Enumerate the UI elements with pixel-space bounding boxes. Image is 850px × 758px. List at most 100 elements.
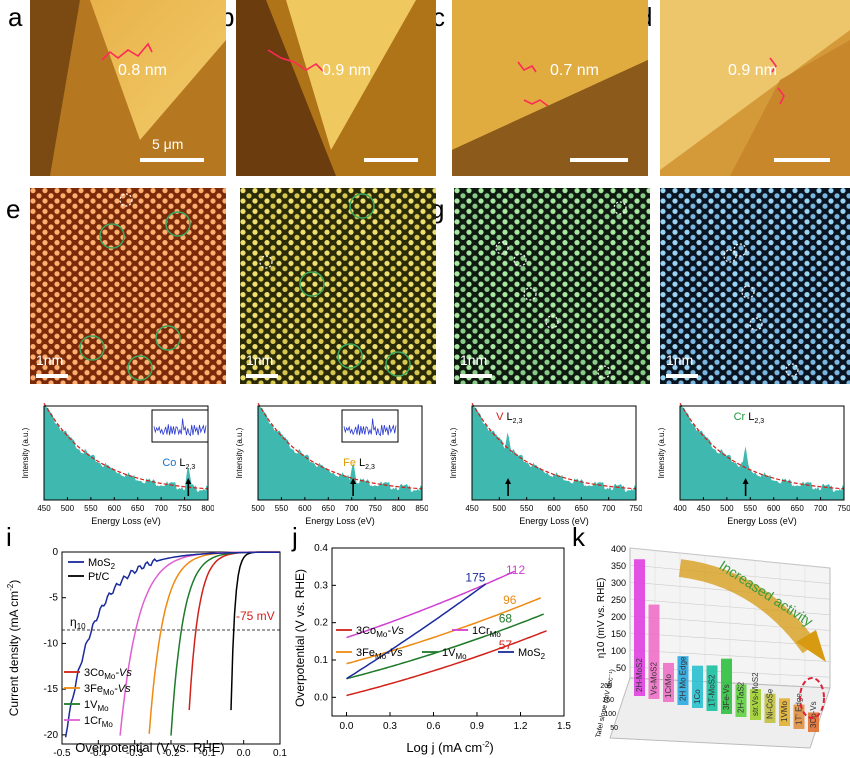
eels-xtick-g: 750 xyxy=(629,504,642,513)
plot-k-ztick: 200 xyxy=(600,683,612,690)
eels-spectrum-g: 450 500 550 600 650 700 750 V L2,3 Energy Loss (… xyxy=(436,398,643,539)
bar-12 xyxy=(808,712,819,732)
plot-j-legend: 1VMo xyxy=(442,647,467,661)
plot-i-xtick: 0.0 xyxy=(237,748,251,756)
plot-j-xtick: 1.2 xyxy=(514,721,528,732)
tafel-slope-label: 175 xyxy=(465,571,485,585)
afm-image-b: 0.9 nm xyxy=(236,0,436,176)
bar-label: Ni-CoSe xyxy=(766,688,775,719)
plot-j-ylabel: Overpotential (V vs. RHE) xyxy=(293,569,307,707)
bar-label: Vs-MoS2 xyxy=(650,662,659,695)
eels-xtick-e: 750 xyxy=(178,504,192,513)
afm-flake-d xyxy=(660,0,850,176)
lattice-f xyxy=(240,188,436,384)
bar-10 xyxy=(779,698,790,726)
plot-k-ytick: 250 xyxy=(611,595,626,605)
eels-ylabel-h: Intensity (a.u.) xyxy=(657,427,666,478)
plot-k-ytick: 300 xyxy=(611,578,626,588)
scalebar-a xyxy=(140,158,204,162)
eels-frame-f xyxy=(257,405,423,501)
eels-spectrum-f: 500 550 600 650 700 750 800 850 Fe L2,3 Energy Lo… xyxy=(222,398,429,539)
stem-image-h: 1nm xyxy=(660,188,850,384)
eels-xtick-e: 550 xyxy=(84,504,98,513)
polarization-plot: -0.5 -0.4 -0.3 -0.2 -0.1 0.0 0.1 0-5-10-15-20 … xyxy=(6,547,287,756)
plot-i-ylabel: Current density (mA cm-2) xyxy=(6,580,21,717)
scalebar-label-a: 5 μm xyxy=(152,136,184,152)
afm-image-a: 0.8 nm 5 μm xyxy=(30,0,226,176)
eels-xlabel-h: Energy Loss (eV) xyxy=(727,516,797,526)
eels-fill-h xyxy=(680,406,844,500)
plot-i-legend-bottom: 3FeMo-Vs xyxy=(84,683,131,697)
tafel-mos2 xyxy=(346,583,487,680)
plot-k-ytick: 150 xyxy=(611,629,626,639)
plot-i-legend-bottom: 1CrMo xyxy=(84,715,113,729)
bar-label: 3Co-Vs xyxy=(809,701,818,728)
plot-k-ytick: 200 xyxy=(611,612,626,622)
bar-label: 2H-MoS2 xyxy=(635,658,644,692)
eels-xtick-h: 450 xyxy=(697,504,711,513)
bar-label: 1Co xyxy=(693,689,702,704)
curve-mos2 xyxy=(64,551,280,738)
scalebar-d xyxy=(774,158,830,162)
overpotential-annotation: -75 mV xyxy=(236,609,275,623)
lattice-g xyxy=(454,188,650,384)
scalebar-f xyxy=(246,374,278,378)
eels-xtick-h: 500 xyxy=(720,504,734,513)
activity-arrow xyxy=(678,559,818,654)
bar-label: 1T-MoS2 xyxy=(708,674,717,707)
activity-3d-plot: 400 350 300 250 200 150 100 50 200 150 100 50 2H-Mo… xyxy=(595,544,831,749)
eels-xlabel-g: Energy Loss (eV) xyxy=(519,516,589,526)
plot-i-xtick: -0.5 xyxy=(53,748,71,756)
plot-j-legend: 1CrMo xyxy=(472,625,501,639)
eels-xtick-h: 550 xyxy=(744,504,758,513)
plot-i-ytick: -15 xyxy=(44,684,59,695)
eels-fit-f xyxy=(257,402,423,490)
eels-xtick-e: 500 xyxy=(61,504,75,513)
afm-height-c: 0.7 nm xyxy=(550,62,599,79)
eels-inset-f xyxy=(341,409,399,443)
eels-ylabel-f: Intensity (a.u.) xyxy=(235,427,244,478)
bar-label: 2H-TaS2 xyxy=(737,681,746,713)
eels-edge-label-g: V L2,3 xyxy=(496,411,522,425)
plot-j-xtick: 0.0 xyxy=(340,721,354,732)
afm-flake-a xyxy=(50,0,226,176)
eels-ylabel-e: Intensity (a.u.) xyxy=(21,427,30,478)
curve-1v xyxy=(170,551,280,736)
eels-xtick-f: 750 xyxy=(368,504,382,513)
eels-xtick-h: 600 xyxy=(767,504,781,513)
bar-label: 3Fe-Vs xyxy=(722,684,731,710)
eels-xtick-g: 600 xyxy=(547,504,561,513)
eels-edge-label-h: Cr L2,3 xyxy=(734,411,765,425)
eels-xlabel-f: Energy Loss (eV) xyxy=(305,516,375,526)
plot-k-ytick: 100 xyxy=(611,646,626,656)
plot-j-ytick: 0.4 xyxy=(314,543,328,554)
tafel-slope-label: 96 xyxy=(503,593,517,607)
panel-label-j: j xyxy=(292,522,298,552)
tafel-3fe-vs xyxy=(346,597,542,665)
afm-flake-b xyxy=(266,0,436,176)
eels-xtick-h: 700 xyxy=(814,504,828,513)
bar-2 xyxy=(663,662,674,702)
eels-xtick-f: 650 xyxy=(322,504,336,513)
plot-j-xtick: 0.3 xyxy=(383,721,397,732)
plot-j-xlabel: Log j (mA cm-2) xyxy=(406,740,493,755)
bar-label: 1T' Edge xyxy=(795,693,804,725)
plot-j-ytick: 0.0 xyxy=(314,692,328,703)
plot-i-xtick: -0.3 xyxy=(126,748,144,756)
eels-frame-e xyxy=(43,405,209,501)
eels-fit-g xyxy=(471,402,637,490)
scalebar-label-f: 1nm xyxy=(246,352,274,368)
plot-j-ytick: 0.3 xyxy=(314,580,328,591)
bar-5 xyxy=(706,665,718,711)
eels-xlabel-e: Energy Loss (eV) xyxy=(91,516,161,526)
highlight-ellipse xyxy=(799,677,825,719)
tafel-slope-label: 68 xyxy=(499,612,513,626)
plot-i-xtick: -0.1 xyxy=(199,748,217,756)
eels-fill-f xyxy=(258,406,422,500)
afm-flake-c xyxy=(452,0,648,176)
scalebar-c xyxy=(570,158,628,162)
curve-3co-vs xyxy=(188,551,280,711)
lattice-e xyxy=(30,188,226,384)
scalebar-label-e: 1nm xyxy=(36,352,64,368)
plot-j-xtick: 0.9 xyxy=(470,721,484,732)
